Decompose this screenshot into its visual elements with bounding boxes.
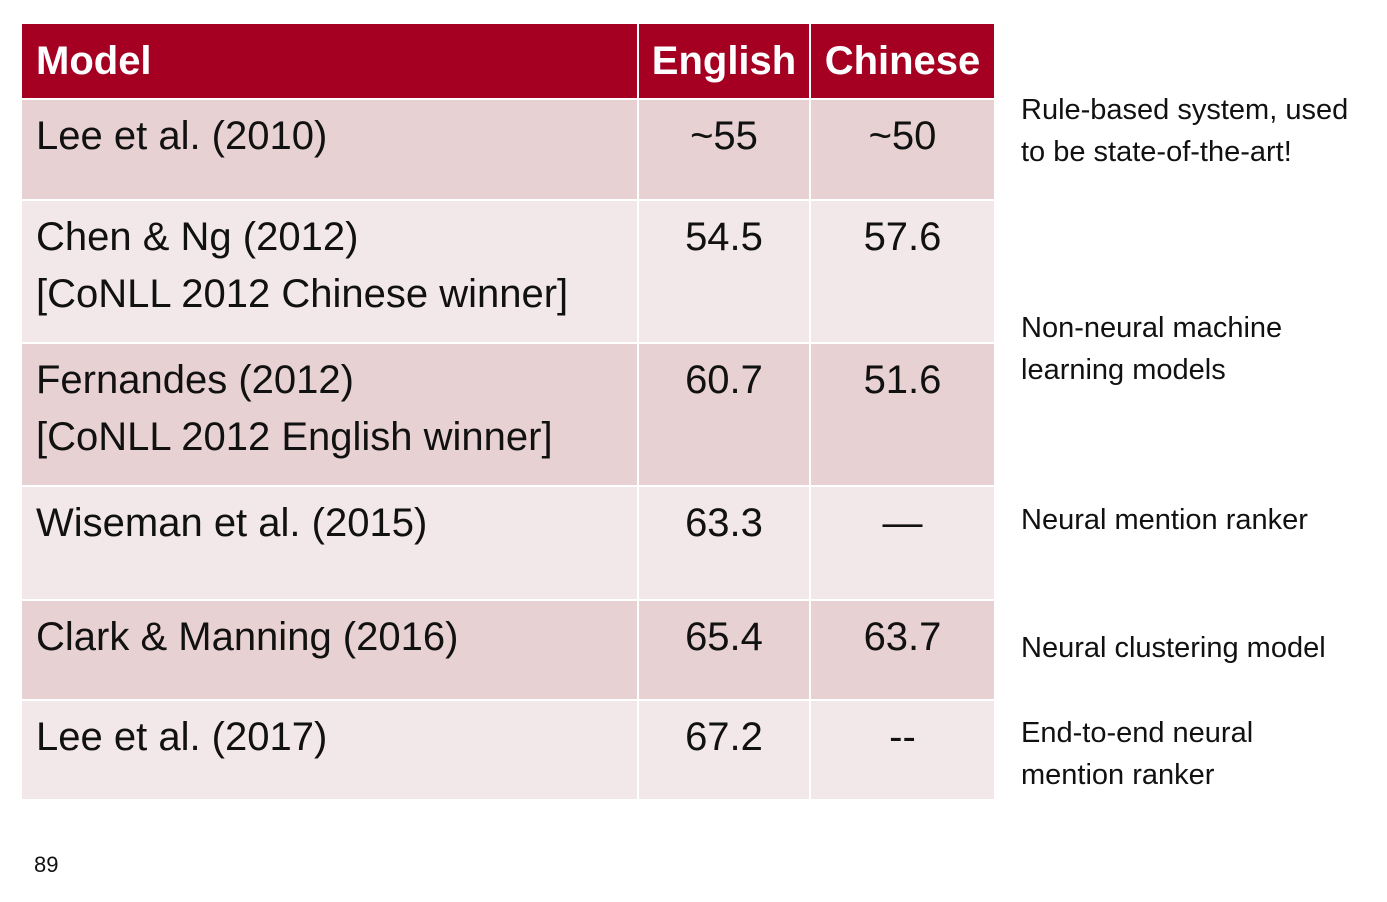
note-line: End-to-end neural	[1021, 717, 1254, 749]
model-cell: Lee et al. (2017)	[20, 699, 639, 801]
chinese-score: 57.6	[809, 199, 996, 344]
english-score: 65.4	[637, 599, 811, 701]
header-chinese: Chinese	[809, 22, 996, 100]
table-row: Fernandes (2012) [CoNLL 2012 English win…	[20, 342, 996, 487]
chinese-score: 51.6	[809, 342, 996, 487]
model-cell: Lee et al. (2010)	[20, 98, 639, 201]
note-rule-based: Rule-based system, used to be state-of-t…	[1021, 89, 1387, 173]
model-name: Fernandes (2012)	[36, 358, 354, 402]
model-name: Lee et al. (2010)	[36, 114, 328, 158]
english-score: 60.7	[637, 342, 811, 487]
model-note: [CoNLL 2012 English winner]	[36, 415, 553, 459]
note-line: Neural mention ranker	[1021, 504, 1308, 536]
english-score: 54.5	[637, 199, 811, 344]
note-line: Non-neural machine	[1021, 312, 1283, 344]
model-name: Clark & Manning (2016)	[36, 615, 459, 659]
results-table: Model English Chinese Lee et al. (2010) …	[20, 22, 996, 801]
model-name: Chen & Ng (2012)	[36, 215, 359, 259]
english-score: 63.3	[637, 485, 811, 601]
table-row: Lee et al. (2010) ~55 ~50	[20, 98, 996, 201]
model-cell: Clark & Manning (2016)	[20, 599, 639, 701]
note-line: Rule-based system, used	[1021, 94, 1349, 126]
model-cell: Fernandes (2012) [CoNLL 2012 English win…	[20, 342, 639, 487]
note-clustering: Neural clustering model	[1021, 627, 1387, 669]
chinese-score: 63.7	[809, 599, 996, 701]
note-line: Neural clustering model	[1021, 632, 1326, 664]
table-row: Lee et al. (2017) 67.2 --	[20, 699, 996, 801]
model-name: Wiseman et al. (2015)	[36, 501, 428, 545]
model-note: [CoNLL 2012 Chinese winner]	[36, 272, 569, 316]
header-model: Model	[20, 22, 639, 100]
chinese-score: ~50	[809, 98, 996, 201]
header-row: Model English Chinese	[20, 22, 996, 100]
note-line: to be state-of-the-art!	[1021, 136, 1292, 168]
note-mention-ranker: Neural mention ranker	[1021, 499, 1387, 541]
note-line: learning models	[1021, 354, 1226, 386]
page-number: 89	[34, 852, 59, 877]
chinese-score: --	[809, 699, 996, 801]
note-non-neural: Non-neural machine learning models	[1021, 307, 1387, 391]
english-score: 67.2	[637, 699, 811, 801]
note-line: mention ranker	[1021, 759, 1215, 791]
table-row: Wiseman et al. (2015) 63.3 —	[20, 485, 996, 601]
model-cell: Chen & Ng (2012) [CoNLL 2012 Chinese win…	[20, 199, 639, 344]
chinese-score: —	[809, 485, 996, 601]
header-english: English	[637, 22, 811, 100]
note-end-to-end: End-to-end neural mention ranker	[1021, 712, 1387, 796]
model-name: Lee et al. (2017)	[36, 715, 328, 759]
table-row: Chen & Ng (2012) [CoNLL 2012 Chinese win…	[20, 199, 996, 344]
model-cell: Wiseman et al. (2015)	[20, 485, 639, 601]
english-score: ~55	[637, 98, 811, 201]
table-row: Clark & Manning (2016) 65.4 63.7	[20, 599, 996, 701]
